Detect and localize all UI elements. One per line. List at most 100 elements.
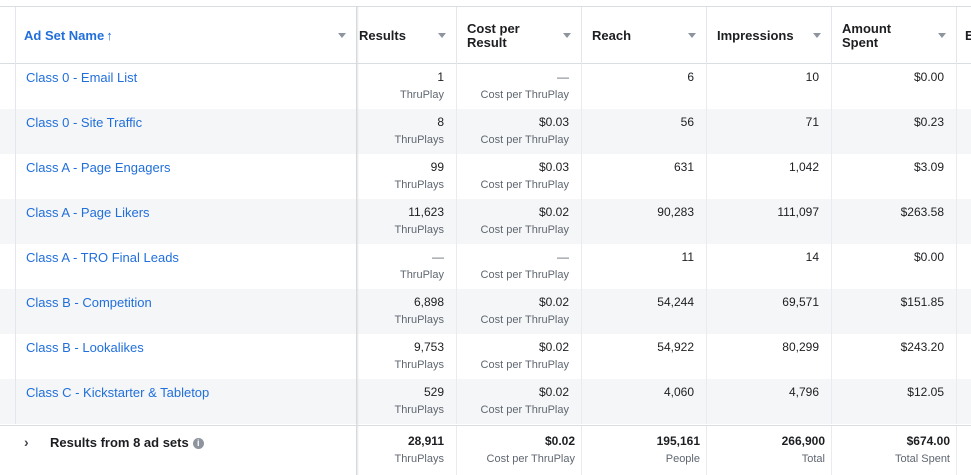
results-sub: ThruPlay bbox=[399, 269, 444, 281]
header-impressions[interactable]: Impressions bbox=[707, 7, 832, 64]
row-selector-cell[interactable] bbox=[0, 109, 16, 154]
results-sub: ThruPlays bbox=[394, 404, 444, 416]
cost-cell: — Cost per ThruPlay bbox=[457, 64, 582, 109]
cost-value: — bbox=[557, 250, 569, 264]
column-dropdown-icon[interactable] bbox=[338, 33, 346, 38]
ad-set-name-link[interactable]: Class 0 - Email List bbox=[26, 70, 138, 85]
table-row: Class C - Kickstarter & Tabletop 529 ThruP… bbox=[0, 379, 971, 424]
spent-value: $12.05 bbox=[907, 385, 944, 399]
reach-value: 631 bbox=[673, 160, 694, 174]
totals-label: Results from 8 ad sets bbox=[50, 435, 189, 450]
reach-cell: 631 bbox=[582, 154, 707, 199]
reach-value: 6 bbox=[687, 70, 694, 84]
column-dropdown-icon[interactable] bbox=[688, 33, 696, 38]
ad-set-name-cell: Class A - TRO Final Leads bbox=[16, 244, 357, 289]
impressions-cell: 1,042 bbox=[707, 154, 832, 199]
row-selector-cell[interactable] bbox=[0, 64, 16, 109]
spent-value: $263.58 bbox=[900, 205, 944, 219]
impressions-cell: 69,571 bbox=[707, 289, 832, 334]
header-results[interactable]: Results bbox=[357, 7, 457, 64]
cost-value: $0.02 bbox=[538, 385, 569, 399]
cost-value: — bbox=[557, 70, 569, 84]
results-cell: 99 ThruPlays bbox=[357, 154, 457, 199]
row-selector-cell[interactable] bbox=[0, 289, 16, 334]
row-selector-cell[interactable] bbox=[0, 199, 16, 244]
results-value: — bbox=[432, 250, 444, 264]
totals-reach-sub: People bbox=[665, 453, 700, 465]
cost-sub: Cost per ThruPlay bbox=[480, 179, 569, 191]
ad-set-name-link[interactable]: Class A - TRO Final Leads bbox=[26, 250, 179, 265]
impressions-value: 69,571 bbox=[782, 295, 819, 309]
cost-value: $0.02 bbox=[538, 295, 569, 309]
totals-results-cell: 28,911 ThruPlays bbox=[357, 426, 457, 475]
totals-cost-value: $0.02 bbox=[544, 434, 575, 448]
spent-cell: $151.85 bbox=[832, 289, 957, 334]
ad-set-name-cell: Class C - Kickstarter & Tabletop bbox=[16, 379, 357, 424]
results-cell: 8 ThruPlays bbox=[357, 109, 457, 154]
reach-value: 54,922 bbox=[657, 340, 694, 354]
totals-results-sub: ThruPlays bbox=[394, 453, 444, 465]
table-row: Class 0 - Site Traffic 8 ThruPlays $0.03 Cos… bbox=[0, 109, 971, 154]
ad-set-name-link[interactable]: Class C - Kickstarter & Tabletop bbox=[26, 385, 210, 400]
impressions-cell: 80,299 bbox=[707, 334, 832, 379]
cost-cell: — Cost per ThruPlay bbox=[457, 244, 582, 289]
totals-results-value: 28,911 bbox=[407, 434, 444, 448]
header-next-column[interactable]: E bbox=[957, 7, 971, 64]
results-value: 8 bbox=[437, 115, 444, 129]
cost-value: $0.03 bbox=[538, 115, 569, 129]
spent-cell: $0.00 bbox=[832, 64, 957, 109]
reach-value: 54,244 bbox=[657, 295, 694, 309]
header-ad-set-name[interactable]: Ad Set Name ↑ bbox=[0, 7, 357, 64]
results-sub: ThruPlays bbox=[394, 134, 444, 146]
info-icon[interactable]: i bbox=[192, 438, 204, 449]
ad-set-name-link[interactable]: Class 0 - Site Traffic bbox=[26, 115, 143, 130]
reach-value: 11 bbox=[681, 250, 694, 264]
impressions-value: 10 bbox=[805, 70, 819, 84]
ad-set-name-link[interactable]: Class A - Page Likers bbox=[26, 205, 150, 220]
row-selector-cell[interactable] bbox=[0, 379, 16, 424]
header-results-label: Results bbox=[359, 28, 406, 43]
totals-spent-cell: $674.00 Total Spent bbox=[832, 426, 957, 475]
table-row: Class B - Lookalikes 9,753 ThruPlays $0.02 C… bbox=[0, 334, 971, 379]
impressions-cell: 71 bbox=[707, 109, 832, 154]
cost-sub: Cost per ThruPlay bbox=[480, 89, 569, 101]
totals-reach-cell: 195,161 People bbox=[582, 426, 707, 475]
column-dropdown-icon[interactable] bbox=[563, 33, 571, 38]
table-row: Class B - Competition 6,898 ThruPlays $0.02… bbox=[0, 289, 971, 334]
cost-sub: Cost per ThruPlay bbox=[480, 314, 569, 326]
impressions-cell: 14 bbox=[707, 244, 832, 289]
cost-value: $0.03 bbox=[538, 160, 569, 174]
cost-sub: Cost per ThruPlay bbox=[480, 359, 569, 371]
header-cost-per-result[interactable]: Cost per Result bbox=[457, 7, 582, 64]
reach-cell: 4,060 bbox=[582, 379, 707, 424]
ad-set-name-cell: Class 0 - Site Traffic bbox=[16, 109, 357, 154]
results-value: 11,623 bbox=[408, 205, 444, 219]
ad-set-name-cell: Class A - Page Engagers bbox=[16, 154, 357, 199]
totals-name-cell[interactable]: › Results from 8 ad sets i bbox=[0, 426, 357, 475]
header-impressions-label: Impressions bbox=[717, 28, 794, 43]
column-dropdown-icon[interactable] bbox=[938, 33, 946, 38]
header-reach[interactable]: Reach bbox=[582, 7, 707, 64]
spent-cell: $263.58 bbox=[832, 199, 957, 244]
ad-set-name-cell: Class A - Page Likers bbox=[16, 199, 357, 244]
results-value: 9,753 bbox=[413, 340, 444, 354]
header-amount-spent[interactable]: Amount Spent bbox=[832, 7, 957, 64]
totals-spent-sub: Total Spent bbox=[894, 453, 950, 465]
header-cost-per-result-line2: Result bbox=[467, 35, 507, 50]
cost-sub: Cost per ThruPlay bbox=[480, 404, 569, 416]
totals-impressions-sub: Total bbox=[801, 453, 825, 465]
sort-ascending-icon: ↑ bbox=[106, 28, 113, 43]
spent-cell: $243.20 bbox=[832, 334, 957, 379]
cost-cell: $0.02 Cost per ThruPlay bbox=[457, 334, 582, 379]
ad-set-name-link[interactable]: Class B - Competition bbox=[26, 295, 152, 310]
row-selector-cell[interactable] bbox=[0, 244, 16, 289]
column-dropdown-icon[interactable] bbox=[813, 33, 821, 38]
column-dropdown-icon[interactable] bbox=[438, 33, 446, 38]
row-selector-cell[interactable] bbox=[0, 334, 16, 379]
spent-cell: $0.00 bbox=[832, 244, 957, 289]
ad-set-name-link[interactable]: Class B - Lookalikes bbox=[26, 340, 144, 355]
ad-set-name-link[interactable]: Class A - Page Engagers bbox=[26, 160, 171, 175]
chevron-right-icon[interactable]: › bbox=[24, 434, 29, 450]
row-selector-cell[interactable] bbox=[0, 154, 16, 199]
